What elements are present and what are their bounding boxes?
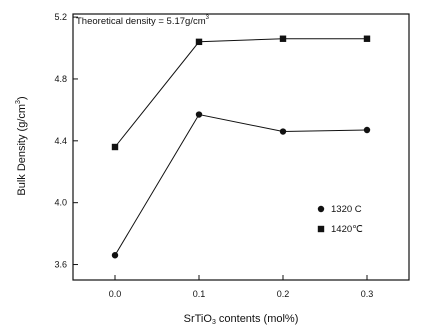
legend-label: 1420℃ xyxy=(331,224,363,235)
x-tick-label: 0.1 xyxy=(193,289,206,299)
x-axis-title: SrTiO3 contents (mol%) xyxy=(184,313,299,326)
data-point-square xyxy=(363,35,371,42)
legend-label: 1320 C xyxy=(331,204,362,215)
data-point-circle xyxy=(111,252,119,259)
y-tick-label: 4.8 xyxy=(54,74,67,84)
data-point-circle xyxy=(195,111,203,118)
axis-labels: Theoretical density = 5.17g/cm3 SrTiO3 c… xyxy=(15,15,298,326)
legend-marker-square xyxy=(317,225,325,233)
y-tick-label: 4.4 xyxy=(54,136,67,146)
y-axis-title: Bulk Density (g/cm3) xyxy=(15,96,28,195)
x-tick-label: 0.0 xyxy=(109,289,122,299)
x-tick-label: 0.3 xyxy=(361,289,374,299)
data-point-square xyxy=(195,38,203,46)
data-point-square xyxy=(279,35,287,42)
y-tick-label: 5.2 xyxy=(54,12,67,22)
legend-marker-circle xyxy=(317,205,325,213)
x-tick-label: 0.2 xyxy=(277,289,290,299)
axis-ticks: 3.6 4.0 4.4 4.8 5.2 0.0 0.1 0.2 0.3 xyxy=(54,12,373,299)
plot-frame xyxy=(72,13,410,281)
data-point-circle xyxy=(279,128,287,135)
y-tick-label: 3.6 xyxy=(54,260,67,270)
legend: 1320 C 1420℃ xyxy=(317,204,363,235)
y-tick-label: 4.0 xyxy=(54,198,67,208)
data-point-circle xyxy=(363,126,371,134)
data-point-square xyxy=(111,143,119,151)
series-line-1 xyxy=(114,38,367,148)
series-layer xyxy=(111,35,371,259)
theoretical-density-annotation: Theoretical density = 5.17g/cm3 xyxy=(76,15,210,27)
series-line-0 xyxy=(114,113,368,256)
